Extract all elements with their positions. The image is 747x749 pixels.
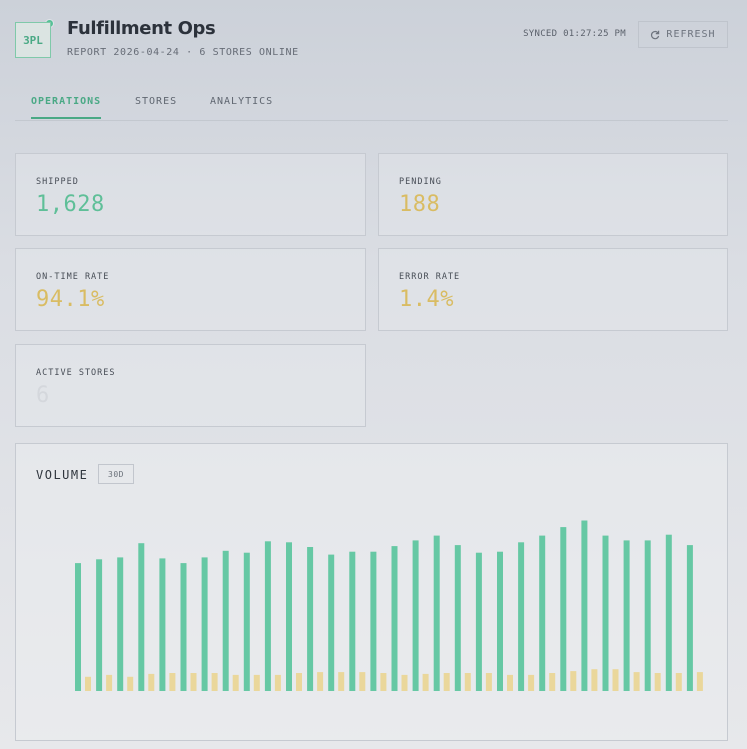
bar-pending-13: [338, 672, 345, 691]
metric-label: ACTIVE STORES: [36, 368, 116, 378]
bar-shipped-26: [602, 535, 609, 691]
bar-pending-28: [654, 673, 661, 691]
bar-shipped-4: [138, 543, 145, 691]
bar-pending-5: [169, 673, 176, 691]
app-logo: 3PL: [15, 22, 51, 58]
range-selector[interactable]: 30D: [98, 464, 134, 484]
bar-shipped-23: [539, 535, 546, 691]
metric-card-pending: PENDING 188: [378, 153, 728, 236]
bar-shipped-10: [264, 541, 271, 691]
bar-shipped-28: [644, 540, 651, 691]
bar-shipped-17: [412, 540, 419, 691]
bar-pending-23: [549, 673, 556, 691]
bar-shipped-11: [286, 542, 292, 691]
bar-pending-25: [591, 669, 598, 691]
bar-pending-19: [464, 673, 471, 691]
tab-operations[interactable]: OPERATIONS: [31, 96, 102, 119]
bar-shipped-16: [391, 546, 398, 691]
bar-pending-4: [148, 673, 155, 691]
bar-shipped-21: [497, 551, 503, 691]
metric-label: SHIPPED: [36, 177, 79, 187]
bar-pending-7: [211, 673, 218, 691]
bar-pending-30: [696, 672, 703, 691]
bar-pending-10: [274, 674, 281, 691]
bar-shipped-1: [75, 563, 81, 691]
bar-shipped-29: [665, 534, 672, 691]
volume-chart: [75, 520, 703, 691]
bar-pending-8: [232, 674, 239, 691]
bar-shipped-7: [201, 557, 208, 691]
bar-shipped-8: [222, 550, 229, 691]
metric-value: 188: [399, 192, 441, 217]
bar-shipped-27: [623, 540, 630, 691]
tab-analytics[interactable]: ANALYTICS: [210, 96, 274, 107]
bar-pending-2: [106, 674, 113, 691]
volume-title: VOLUME: [36, 468, 89, 482]
report-subtitle: REPORT 2026-04-24 · 6 STORES ONLINE: [67, 47, 299, 58]
app-title: Fulfillment Ops: [67, 18, 216, 39]
tab-stores[interactable]: STORES: [135, 96, 178, 107]
logo-text: 3PL: [23, 33, 43, 47]
bar-pending-29: [675, 673, 682, 691]
metric-card-shipped: SHIPPED 1,628: [15, 153, 366, 236]
bar-pending-16: [401, 674, 408, 691]
bar-shipped-6: [180, 563, 187, 691]
metric-card-active-stores: ACTIVE STORES 6: [15, 344, 366, 427]
bar-pending-17: [422, 673, 429, 691]
tab-bar: OPERATIONS STORES ANALYTICS: [15, 88, 728, 121]
bar-shipped-30: [686, 545, 693, 691]
refresh-button[interactable]: REFRESH: [638, 21, 728, 48]
bar-pending-18: [443, 673, 450, 691]
bar-pending-15: [380, 673, 387, 691]
bar-shipped-2: [96, 559, 103, 691]
bar-shipped-12: [307, 547, 314, 691]
bar-pending-6: [190, 673, 197, 691]
metric-card-on-time-rate: ON-TIME RATE 94.1%: [15, 248, 366, 331]
metric-label: PENDING: [399, 177, 442, 187]
bar-shipped-25: [581, 520, 588, 691]
bar-pending-27: [633, 672, 640, 691]
metric-value: 1.4%: [399, 287, 454, 312]
bar-pending-11: [296, 673, 302, 691]
bar-pending-14: [359, 672, 366, 691]
bar-pending-12: [317, 672, 324, 691]
bar-pending-1: [85, 676, 91, 691]
bar-shipped-14: [349, 551, 356, 691]
bar-shipped-13: [328, 554, 335, 691]
refresh-icon: [651, 30, 660, 39]
bar-shipped-9: [243, 552, 250, 691]
bar-pending-9: [253, 674, 260, 691]
bar-shipped-19: [454, 545, 461, 691]
metric-label: ON-TIME RATE: [36, 272, 110, 282]
bar-pending-22: [528, 674, 535, 691]
bar-shipped-20: [475, 552, 482, 691]
sync-status: SYNCED 01:27:25 PM: [523, 29, 626, 39]
metric-value: 1,628: [36, 192, 105, 217]
bar-pending-24: [570, 671, 577, 691]
bar-pending-20: [485, 673, 492, 691]
bar-shipped-3: [117, 557, 124, 691]
bar-shipped-18: [433, 535, 440, 691]
metric-card-error-rate: ERROR RATE 1.4%: [378, 248, 728, 331]
metric-value: 94.1%: [36, 287, 105, 312]
volume-panel: VOLUME 30D: [15, 443, 728, 741]
metric-value: 6: [36, 383, 50, 408]
refresh-label: REFRESH: [666, 29, 716, 40]
bar-shipped-15: [370, 551, 377, 691]
bar-shipped-22: [518, 542, 525, 691]
bar-pending-21: [507, 674, 513, 691]
bar-pending-26: [612, 669, 619, 691]
bar-pending-3: [127, 676, 134, 691]
bar-shipped-5: [159, 558, 166, 691]
metric-label: ERROR RATE: [399, 272, 461, 282]
bar-shipped-24: [560, 527, 567, 691]
